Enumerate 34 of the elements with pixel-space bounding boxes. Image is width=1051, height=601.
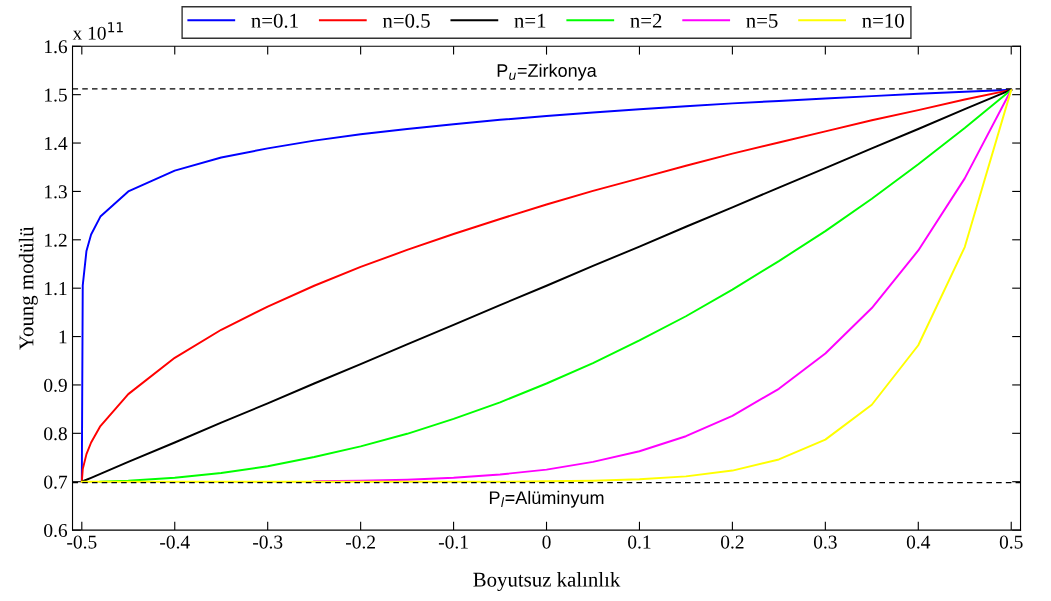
y-tick-label: 1.6 (45, 40, 68, 54)
x-tick-label: 0.1 (628, 535, 651, 549)
y-tick-label: 1.1 (45, 282, 67, 296)
x-tick-label: 0.4 (906, 535, 931, 549)
legend-label: n=5 (746, 13, 778, 28)
y-tick-label: 0.9 (44, 378, 67, 392)
x-tick-label: 0.2 (720, 535, 744, 549)
legend-label: n=2 (630, 13, 662, 28)
x-tick-label: 0.3 (813, 535, 837, 549)
legend-label: n=0.1 (251, 13, 298, 28)
x-tick-label: -0.1 (438, 535, 468, 549)
x-tick-label: -0.5 (67, 535, 97, 549)
y-tick-label: 1.3 (45, 185, 67, 199)
x-tick-label: -0.2 (345, 535, 375, 549)
legend-label: n=1 (514, 13, 546, 28)
ref-line-label: P$_{u}$=Zirkonya (497, 63, 597, 81)
text: x 10$^{11}$ (72, 22, 123, 40)
y-axis-title: Young modülü (18, 226, 38, 350)
y-tick-label: 0.6 (44, 523, 68, 538)
legend-label: n=10 (862, 13, 904, 28)
ref-line-label: P$_{l}$=Alüminyum (489, 490, 604, 508)
legend-label: n=0.5 (382, 13, 430, 28)
x-tick-label: -0.3 (253, 535, 283, 549)
y-tick-label: 1 (59, 330, 67, 344)
y-tick-label: 1.2 (45, 233, 67, 247)
x-tick-label: 0 (542, 535, 551, 549)
x-tick-label: -0.4 (160, 535, 190, 549)
x-tick-label: 0.5 (999, 535, 1023, 549)
x-axis-title: Boyutsuz kalınlık (473, 572, 621, 591)
y-tick-label: 0.8 (44, 427, 67, 441)
y-tick-label: 1.4 (45, 136, 68, 151)
y-tick-label: 0.7 (44, 475, 68, 489)
y-tick-label: 1.5 (45, 88, 67, 102)
line-series (313, 88, 1013, 483)
